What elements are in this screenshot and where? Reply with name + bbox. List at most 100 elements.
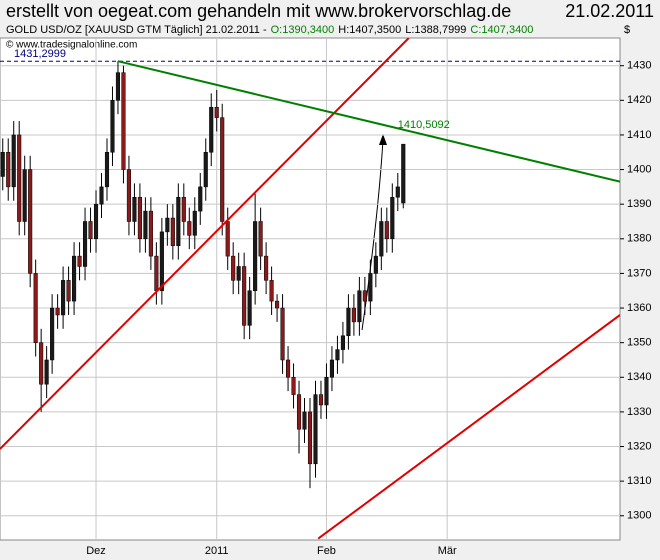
candle-body bbox=[61, 280, 66, 316]
x-tick-label: Dez bbox=[86, 545, 106, 557]
y-tick-label: 1410 bbox=[627, 129, 651, 141]
chart-title: erstellt von oegeat.com gehandeln mit ww… bbox=[6, 1, 511, 21]
candle-body bbox=[6, 151, 11, 188]
candle-body bbox=[126, 169, 131, 222]
candle-body bbox=[137, 197, 142, 240]
candle-body bbox=[390, 197, 395, 240]
y-tick-label: 1400 bbox=[627, 163, 651, 175]
candle-body bbox=[242, 266, 247, 326]
y-tick-label: 1360 bbox=[627, 302, 651, 314]
candle-body bbox=[88, 221, 93, 240]
candle-body bbox=[324, 377, 329, 406]
candle-body bbox=[11, 134, 16, 188]
candle-body bbox=[72, 255, 77, 302]
candle-body bbox=[33, 273, 38, 343]
y-tick-label: 1330 bbox=[627, 406, 651, 418]
candle-body bbox=[99, 186, 104, 205]
candle-body bbox=[214, 106, 219, 118]
candle-body bbox=[313, 394, 318, 465]
candle-body bbox=[225, 221, 230, 257]
candle-body bbox=[209, 106, 214, 153]
y-tick-label: 1340 bbox=[627, 371, 651, 383]
x-tick-label: Mär bbox=[438, 545, 457, 557]
info-part: H:1407,3500 bbox=[338, 24, 401, 36]
plot-layer bbox=[0, 38, 620, 540]
candle-body bbox=[104, 151, 110, 188]
candle-body bbox=[154, 255, 159, 291]
candle-body bbox=[22, 169, 27, 222]
candle-body bbox=[357, 290, 362, 323]
candle-body bbox=[93, 203, 99, 240]
candle-body bbox=[165, 217, 170, 233]
candle-body bbox=[340, 335, 345, 350]
candle-body bbox=[203, 151, 208, 188]
candle-body bbox=[379, 221, 384, 257]
candle-body bbox=[181, 197, 186, 222]
candle-body bbox=[231, 255, 236, 281]
info-part: L:1388,7999 bbox=[405, 24, 466, 36]
candle-body bbox=[264, 255, 269, 281]
candle-body bbox=[329, 359, 334, 378]
candle-body bbox=[192, 210, 197, 236]
candle-body bbox=[176, 197, 181, 246]
candle-body bbox=[44, 359, 49, 385]
y-tick-label: 1390 bbox=[627, 198, 651, 210]
candle-body bbox=[220, 117, 225, 222]
trend-line bbox=[317, 314, 620, 540]
trend-line bbox=[117, 60, 620, 183]
candle-body bbox=[82, 221, 88, 267]
candle-body bbox=[148, 210, 153, 257]
candle-body bbox=[253, 221, 258, 291]
candle-body bbox=[159, 231, 164, 291]
candle-body bbox=[362, 290, 367, 302]
info-part: O:1390,3400 bbox=[271, 24, 335, 36]
info-part: GOLD USD/OZ [XAUUSD GTM Täglich] 21.02.2… bbox=[6, 24, 267, 36]
candle-body bbox=[296, 394, 302, 430]
info-line: GOLD USD/OZ [XAUUSD GTM Täglich] 21.02.2… bbox=[6, 24, 533, 36]
candle-body bbox=[384, 221, 389, 240]
info-part: C:1407,3400 bbox=[470, 24, 533, 36]
y-tick-label: 1430 bbox=[627, 60, 651, 72]
candle-body bbox=[0, 151, 5, 177]
candle-body bbox=[351, 307, 356, 323]
candle-body bbox=[307, 411, 313, 465]
y-tick-label: 1350 bbox=[627, 337, 651, 349]
y-tick-label: 1380 bbox=[627, 233, 651, 245]
copyright: © www.tradesignalonline.com bbox=[6, 40, 137, 51]
candle-body bbox=[302, 411, 307, 430]
x-tick-label: Feb bbox=[317, 545, 336, 557]
candle-body bbox=[77, 255, 82, 267]
candle-body bbox=[291, 377, 296, 395]
candle-body bbox=[66, 280, 71, 302]
candle-body bbox=[269, 280, 274, 302]
candle-body bbox=[258, 221, 263, 257]
candle-body bbox=[236, 266, 241, 281]
candle-body bbox=[28, 169, 33, 274]
y-tick-label: 1420 bbox=[627, 94, 651, 106]
candle-body bbox=[55, 307, 60, 316]
candle-body bbox=[187, 221, 192, 236]
candle-body bbox=[17, 134, 22, 222]
candle-body bbox=[198, 186, 203, 212]
candle-body bbox=[110, 100, 115, 153]
x-tick-label: 2011 bbox=[205, 545, 229, 557]
candle-body bbox=[335, 349, 340, 361]
candle-body bbox=[373, 255, 378, 274]
candle-body bbox=[143, 210, 148, 240]
hline-label: 1431,2999 bbox=[14, 48, 66, 60]
candle-body bbox=[280, 307, 285, 361]
candle-body bbox=[395, 186, 400, 198]
y-tick-label: 1310 bbox=[627, 475, 651, 487]
arrow bbox=[361, 139, 384, 331]
candle-body bbox=[401, 143, 406, 204]
candle-body bbox=[286, 359, 291, 378]
candle-body bbox=[368, 273, 373, 302]
candle-body bbox=[132, 197, 137, 222]
candle-body bbox=[346, 307, 351, 336]
annotation: 1410,5092 bbox=[398, 119, 450, 131]
y-tick-label: 1370 bbox=[627, 267, 651, 279]
candle-body bbox=[247, 290, 252, 326]
y-unit: $ bbox=[624, 24, 630, 36]
